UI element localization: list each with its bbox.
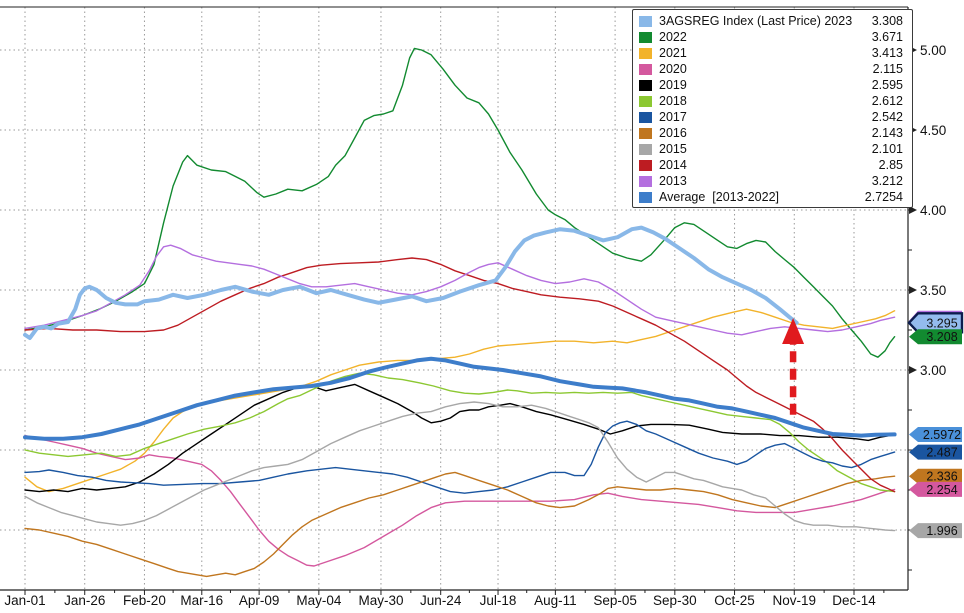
legend-row-2022[interactable]: 2022 3.671 (639, 29, 903, 45)
series-line-2022[interactable] (24, 47, 896, 358)
legend-swatch-icon (639, 191, 652, 203)
annotation-arrow-head[interactable] (782, 318, 805, 344)
legend-swatch-icon (639, 175, 652, 187)
legend-value: 2.542 (871, 110, 903, 124)
legend-value: 2.143 (871, 126, 903, 140)
legend-value: 2.612 (871, 94, 903, 108)
price-badge-value: 3.208 (926, 330, 957, 344)
price-badge-shape (909, 426, 962, 442)
series-line-2017[interactable] (24, 420, 896, 494)
legend-swatch-icon (639, 159, 652, 171)
legend-row-2021[interactable]: 2021 3.413 (639, 45, 903, 61)
price-badge-value: 2.254 (926, 483, 957, 497)
price-badge-value: 2.336 (926, 470, 957, 484)
legend-label: 2019 (659, 78, 687, 92)
x-tick-label: Nov-19 (773, 593, 817, 608)
x-tick-label: May-04 (296, 593, 342, 608)
series-line-2023[interactable] (23, 225, 799, 340)
legend-label: 2013 (659, 174, 687, 188)
legend-row-average-2013-2022-[interactable]: Average [2013-2022] 2.7254 (639, 189, 903, 205)
legend-value: 3.413 (871, 46, 903, 60)
x-tick-label: May-30 (358, 593, 403, 608)
x-tick-label: Apr-09 (239, 593, 280, 608)
price-badge-value: 2.487 (926, 446, 957, 460)
legend-label: 2022 (659, 30, 687, 44)
legend-swatch-icon (639, 47, 652, 59)
legend-swatch-icon (639, 111, 652, 123)
legend-row-2015[interactable]: 2015 2.101 (639, 141, 903, 157)
legend-row-2018[interactable]: 2018 2.612 (639, 93, 903, 109)
price-badge-shape (909, 481, 962, 497)
legend-label: 2017 (659, 110, 687, 124)
legend-row-2020[interactable]: 2020 2.115 (639, 61, 903, 77)
legend-swatch-icon (639, 127, 652, 139)
price-badge-shape (909, 444, 962, 460)
price-badge-shape (909, 523, 962, 539)
legend-value: 2.115 (872, 62, 903, 76)
legend-row-2016[interactable]: 2016 2.143 (639, 125, 903, 141)
legend-label: 2021 (659, 46, 687, 60)
y-tick-label: 5.00 (920, 43, 946, 58)
legend-swatch-icon (639, 95, 652, 107)
series-line-2013[interactable] (24, 244, 896, 336)
legend-row-2014[interactable]: 2014 2.85 (639, 157, 903, 173)
legend-swatch-icon (639, 31, 652, 43)
y-tick-arrow (909, 366, 917, 374)
x-tick-label: Jan-01 (4, 593, 45, 608)
legend-row-2013[interactable]: 2013 3.212 (639, 173, 903, 189)
legend-value: 3.671 (871, 30, 903, 44)
legend-label: 2014 (659, 158, 687, 172)
price-badge-value: 3.295 (926, 316, 957, 330)
legend-swatch-icon (639, 79, 652, 91)
x-tick-label: Sep-30 (653, 593, 697, 608)
legend-row-2017[interactable]: 2017 2.542 (639, 109, 903, 125)
legend-row-2019[interactable]: 2019 2.595 (639, 77, 903, 93)
legend-row-3agsreg-index-last-price-2023[interactable]: 3AGSREG Index (Last Price) 2023 3.308 (639, 13, 903, 29)
legend-value: 2.7254 (864, 190, 903, 204)
legend-value: 2.101 (871, 142, 903, 156)
legend: 3AGSREG Index (Last Price) 2023 3.308 2022… (632, 9, 913, 208)
legend-swatch-icon (639, 143, 652, 155)
x-tick-label: Aug-11 (534, 593, 577, 608)
series-line-2020[interactable] (24, 434, 896, 567)
series-line-2016[interactable] (24, 471, 896, 578)
x-tick-label: Oct-25 (714, 593, 755, 608)
y-tick-label: 3.50 (920, 283, 946, 298)
legend-label: Average [2013-2022] (659, 190, 780, 204)
x-tick-label: Jul-18 (480, 593, 517, 608)
series-line-2018[interactable] (24, 372, 896, 493)
series-line-average-2013-2022-[interactable] (23, 356, 897, 441)
x-tick-label: Jan-26 (64, 593, 105, 608)
price-badge-shape (909, 468, 962, 484)
y-tick-arrow (909, 206, 917, 214)
x-tick-label: Jun-24 (420, 593, 462, 608)
y-tick-label: 4.50 (920, 123, 946, 138)
price-badge-value: 2.5972 (923, 428, 961, 442)
legend-label: 2015 (659, 142, 687, 156)
y-tick-arrow (909, 286, 917, 294)
legend-value: 2.85 (878, 158, 903, 172)
legend-label: 2016 (659, 126, 687, 140)
series-line-2015[interactable] (24, 401, 896, 532)
series-line-2019[interactable] (24, 383, 896, 493)
legend-value: 3.308 (871, 14, 903, 28)
price-badge-shape (909, 329, 962, 345)
x-tick-label: Dec-14 (832, 593, 876, 608)
x-tick-label: Feb-20 (123, 593, 166, 608)
y-tick-label: 3.00 (920, 363, 946, 378)
legend-value: 3.212 (871, 174, 903, 188)
x-tick-label: Sep-05 (593, 593, 637, 608)
legend-label: 2020 (659, 62, 687, 76)
legend-label: 3AGSREG Index (Last Price) 2023 (659, 14, 853, 28)
legend-label: 2018 (659, 94, 687, 108)
legend-swatch-icon (639, 15, 652, 27)
x-tick-label: Mar-16 (180, 593, 223, 608)
series-line-2021[interactable] (24, 308, 896, 493)
legend-value: 2.595 (871, 78, 903, 92)
y-tick-label: 4.00 (920, 203, 946, 218)
legend-swatch-icon (639, 63, 652, 75)
price-badge-value: 1.996 (926, 524, 957, 538)
